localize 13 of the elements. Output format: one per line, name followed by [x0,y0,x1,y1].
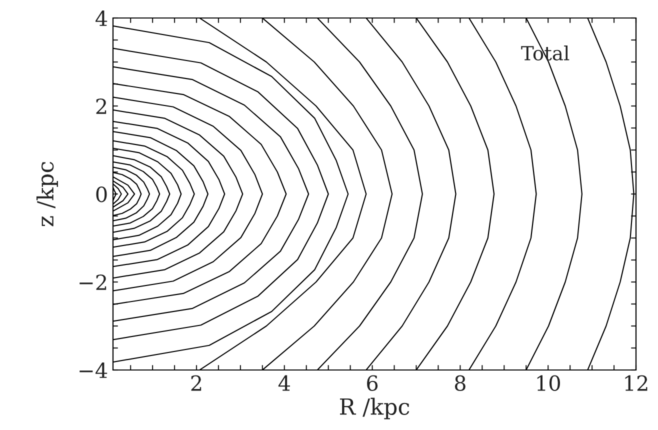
y-axis-title: z /kpc [36,162,58,226]
x-tick-label: 2 [191,375,202,391]
y-tick-label: 2 [96,98,106,114]
x-tick-label: 4 [278,375,290,391]
y-tick-label: −4 [80,362,108,378]
x-axis-title: R /kpc [340,398,410,420]
x-tick-label: 10 [537,375,560,391]
x-tick-label: 6 [367,375,378,391]
x-tick-label: 8 [454,375,466,391]
y-tick-label: 0 [96,186,107,202]
x-tick-label: 12 [625,375,648,391]
y-tick-label: −2 [80,274,106,290]
y-tick-label: 4 [96,10,108,26]
